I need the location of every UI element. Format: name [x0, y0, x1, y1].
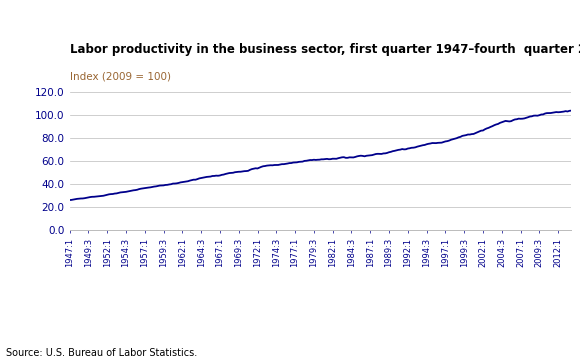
Text: Source: U.S. Bureau of Labor Statistics.: Source: U.S. Bureau of Labor Statistics.: [6, 348, 197, 358]
Text: Labor productivity in the business sector, first quarter 1947–fourth  quarter 20: Labor productivity in the business secto…: [70, 43, 580, 56]
Text: Index (2009 = 100): Index (2009 = 100): [70, 71, 171, 81]
